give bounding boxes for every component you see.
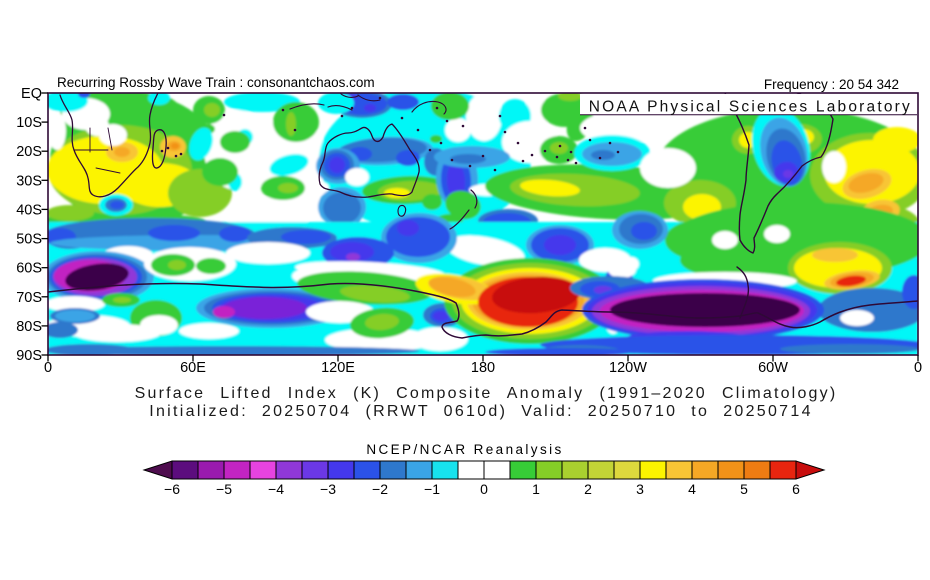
svg-text:−5: −5 bbox=[216, 481, 232, 497]
svg-text:2: 2 bbox=[584, 481, 592, 497]
svg-text:−6: −6 bbox=[164, 481, 180, 497]
svg-text:70S: 70S bbox=[16, 290, 42, 306]
svg-text:60W: 60W bbox=[758, 360, 788, 376]
svg-text:NOAA Physical Sciences Laborat: NOAA Physical Sciences Laboratory bbox=[589, 99, 912, 116]
svg-text:120E: 120E bbox=[321, 360, 355, 376]
svg-text:60E: 60E bbox=[180, 360, 206, 376]
svg-text:−4: −4 bbox=[268, 481, 284, 497]
svg-text:3: 3 bbox=[636, 481, 644, 497]
svg-text:120W: 120W bbox=[609, 360, 647, 376]
svg-text:5: 5 bbox=[740, 481, 748, 497]
svg-text:0: 0 bbox=[914, 360, 922, 376]
svg-text:−1: −1 bbox=[424, 481, 440, 497]
svg-text:60S: 60S bbox=[16, 261, 42, 277]
svg-text:−2: −2 bbox=[372, 481, 388, 497]
svg-text:0: 0 bbox=[44, 360, 52, 376]
svg-text:50S: 50S bbox=[16, 232, 42, 248]
svg-text:180: 180 bbox=[471, 360, 495, 376]
svg-text:−3: −3 bbox=[320, 481, 336, 497]
svg-text:80S: 80S bbox=[16, 319, 42, 335]
svg-text:6: 6 bbox=[792, 481, 800, 497]
svg-text:EQ: EQ bbox=[21, 86, 42, 102]
svg-text:90S: 90S bbox=[16, 348, 42, 364]
svg-text:0: 0 bbox=[480, 481, 488, 497]
svg-text:10S: 10S bbox=[16, 115, 42, 131]
svg-text:1: 1 bbox=[532, 481, 540, 497]
svg-text:20S: 20S bbox=[16, 144, 42, 160]
svg-text:30S: 30S bbox=[16, 173, 42, 189]
svg-text:40S: 40S bbox=[16, 202, 42, 218]
svg-text:4: 4 bbox=[688, 481, 696, 497]
